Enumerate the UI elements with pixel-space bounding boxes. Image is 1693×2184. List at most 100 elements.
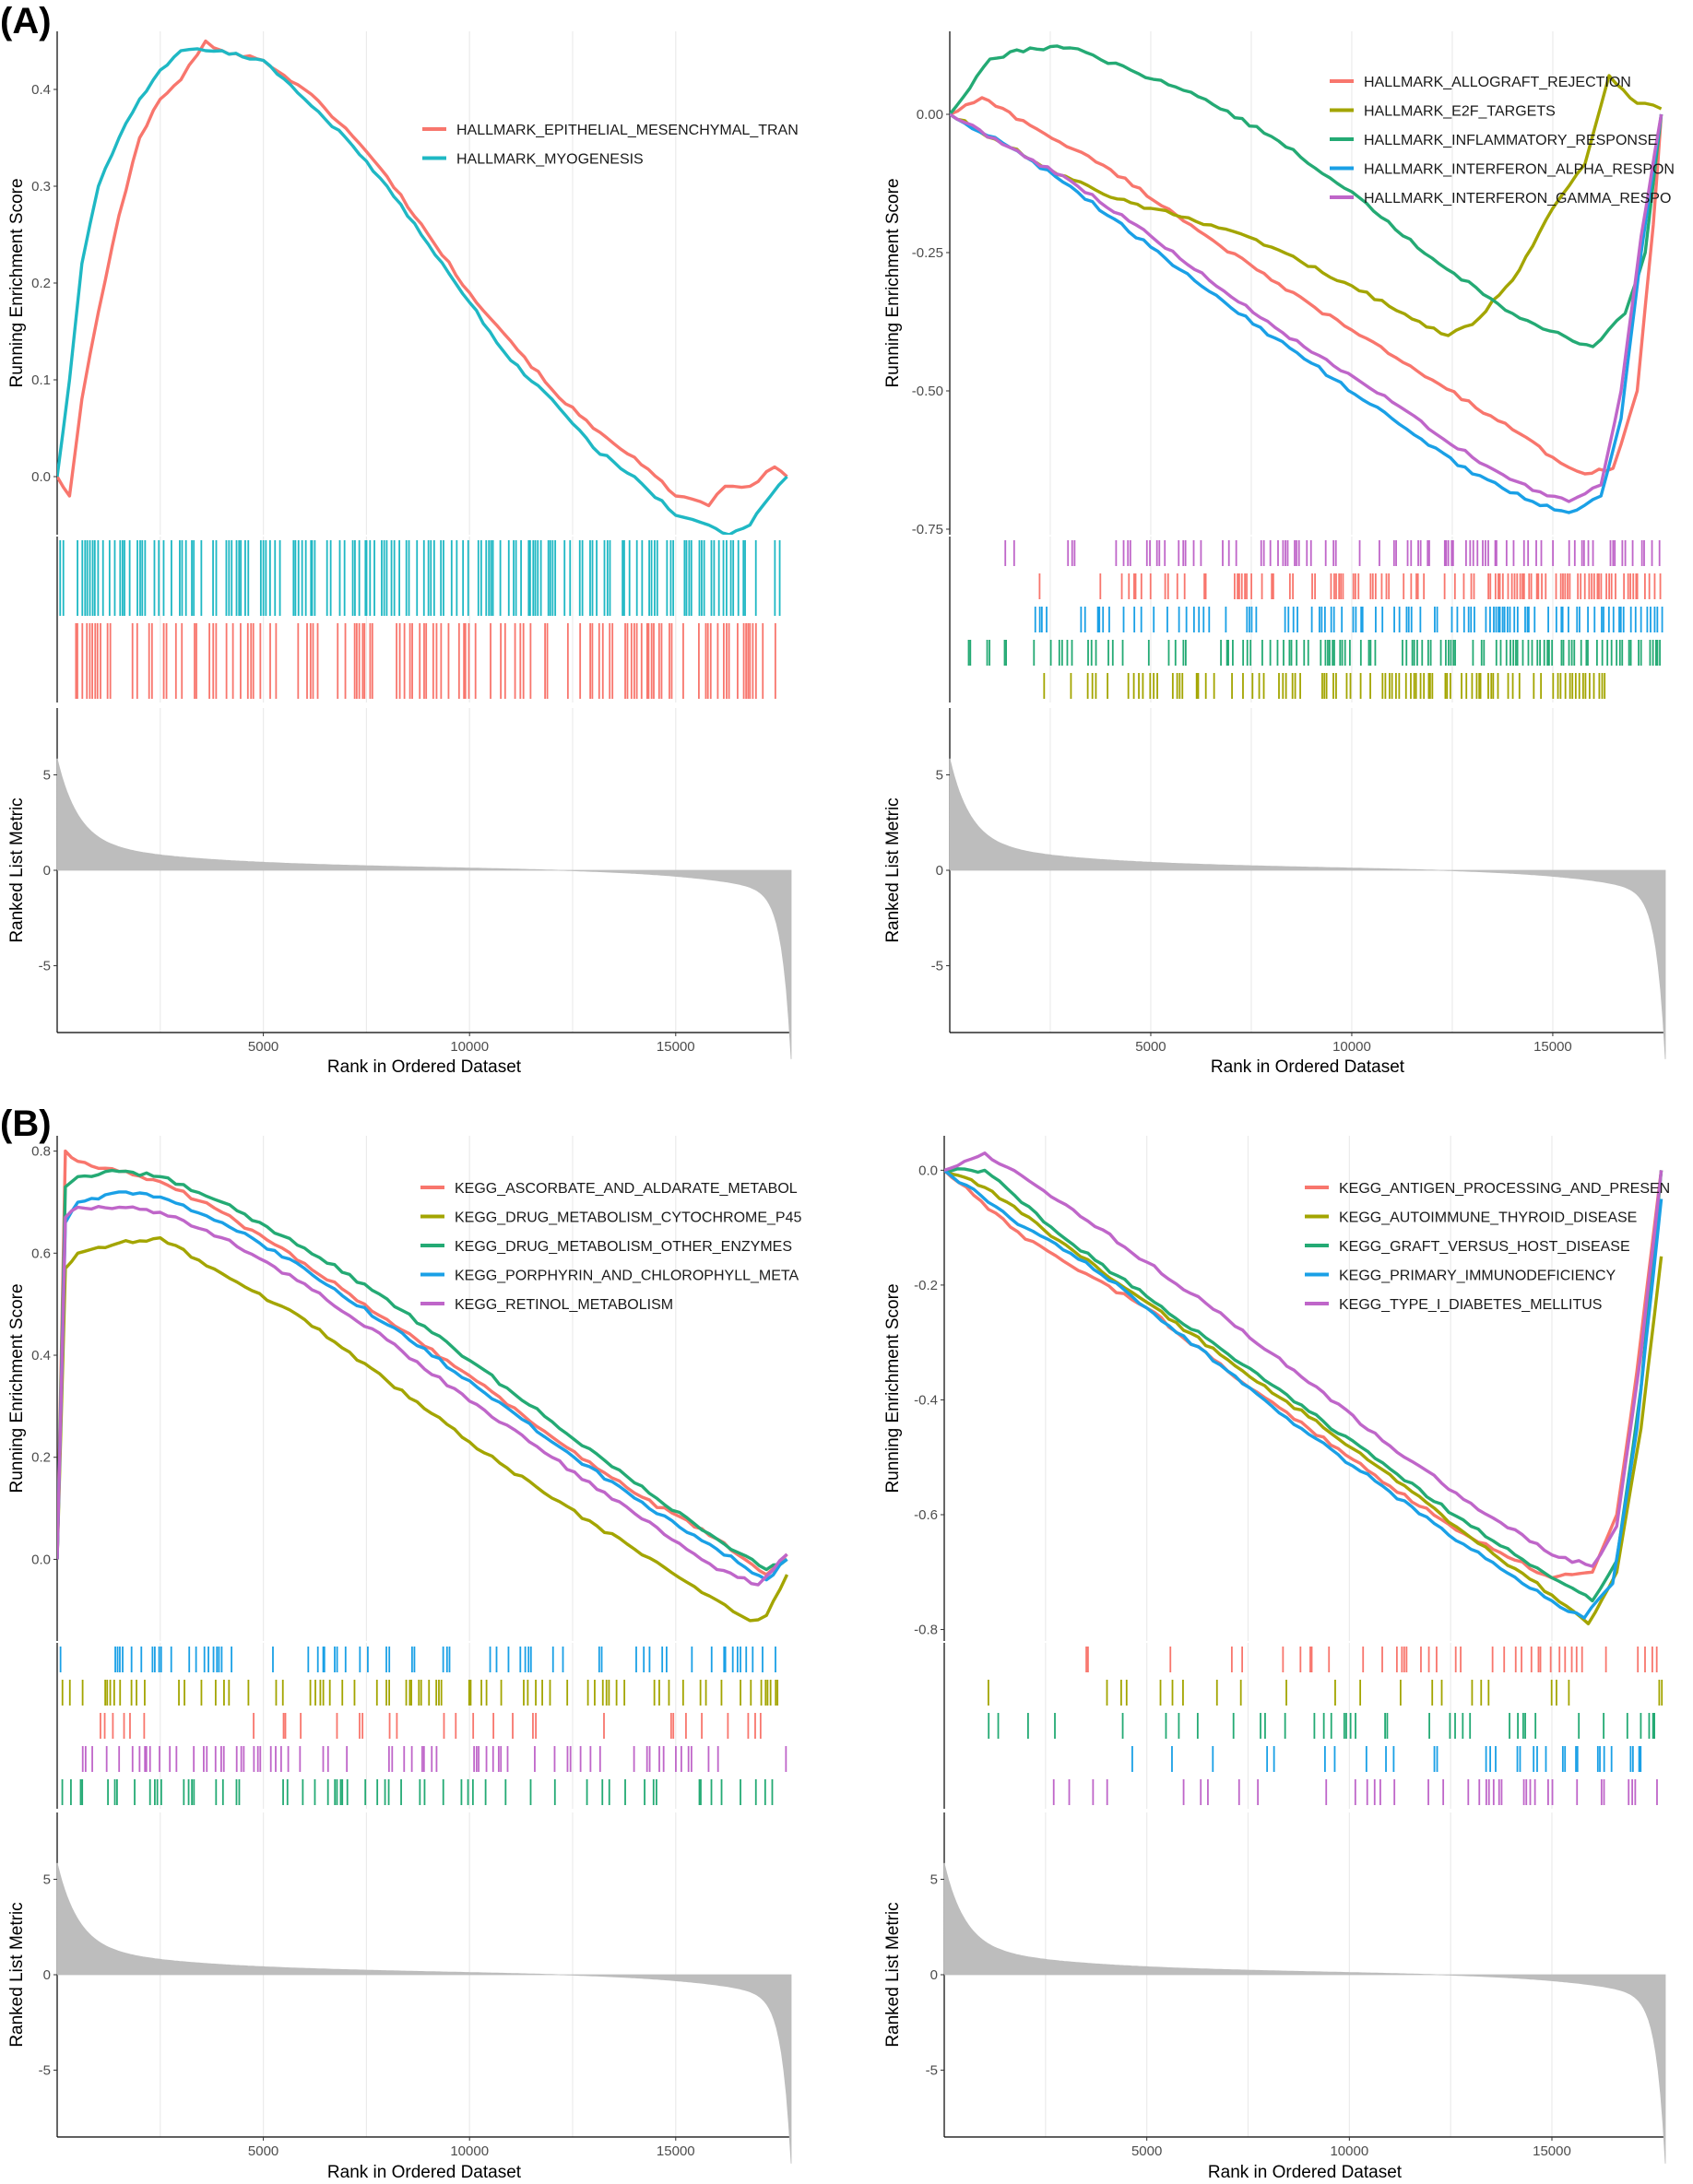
es-y-tick-label: 0.0 xyxy=(918,1163,938,1178)
legend-label: HALLMARK_INTERFERON_GAMMA_RESPO xyxy=(1364,191,1671,207)
es-lines xyxy=(944,1151,1663,1625)
legend-item: KEGG_AUTOIMMUNE_THYROID_DISEASE xyxy=(1305,1210,1637,1226)
hit-row xyxy=(75,623,776,699)
gsea-panel-bottom-right: 0.0 -0.2 -0.4 -0.6 -0.8 Running Enrichment Sc… xyxy=(883,1136,1670,2182)
es-y-tick-label: 0.1 xyxy=(31,372,51,388)
metric-y-tick-label: 5 xyxy=(43,1871,51,1887)
legend-item: HALLMARK_E2F_TARGETS xyxy=(1330,104,1556,120)
legend-label: HALLMARK_E2F_TARGETS xyxy=(1364,104,1556,120)
es-y-tick-label: -0.4 xyxy=(914,1392,938,1408)
gsea-panel-bottom-left: 0.0 0.2 0.4 0.6 0.8 Running Enrichment Score 5… xyxy=(7,1136,801,2182)
metric-y-tick-label: 5 xyxy=(43,767,51,783)
legend-label: HALLMARK_EPITHELIAL_MESENCHYMAL_TRAN xyxy=(456,123,799,138)
metric-y-tick-label: -5 xyxy=(39,2063,51,2079)
x-tick-label: 5000 xyxy=(248,1039,278,1055)
hit-row xyxy=(1034,607,1663,632)
es-y-axis-title: Running Enrichment Score xyxy=(7,178,27,387)
legend-label: KEGG_PRIMARY_IMMUNODEFICIENCY xyxy=(1339,1269,1616,1284)
es-y-tick-label: 0.2 xyxy=(31,1450,51,1466)
es-series-line xyxy=(944,1169,1663,1580)
legend-label: HALLMARK_MYOGENESIS xyxy=(456,152,644,168)
es-series-line xyxy=(57,47,788,535)
es-y-tick-label: -0.6 xyxy=(914,1507,938,1523)
legend-item: HALLMARK_EPITHELIAL_MESENCHYMAL_TRAN xyxy=(422,123,799,138)
x-tick-label: 10000 xyxy=(450,2143,489,2159)
legend-item: KEGG_DRUG_METABOLISM_OTHER_ENZYMES xyxy=(420,1239,792,1255)
hit-row xyxy=(1038,573,1662,599)
metric-y-axis-title: Ranked List Metric xyxy=(7,797,27,942)
legend-label: KEGG_AUTOIMMUNE_THYROID_DISEASE xyxy=(1339,1210,1637,1226)
metric-y-tick-label: 0 xyxy=(43,1967,51,1983)
x-tick-label: 5000 xyxy=(248,2143,278,2159)
legend-item: HALLMARK_INTERFERON_ALPHA_RESPON xyxy=(1330,162,1675,178)
es-y-tick-label: -0.8 xyxy=(914,1623,938,1638)
x-tick-label: 5000 xyxy=(1135,1039,1166,1055)
ranked-metric-area xyxy=(56,1862,792,2164)
es-y-tick-label: 0.0 xyxy=(31,469,51,485)
legend-item: HALLMARK_INTERFERON_GAMMA_RESPO xyxy=(1330,191,1671,207)
metric-y-axis-title: Ranked List Metric xyxy=(7,1902,27,2047)
ranked-metric-area xyxy=(943,1862,1666,2164)
panel-label-b: (B) xyxy=(0,1104,52,1144)
es-series-line xyxy=(57,1190,788,1582)
metric-y-tick-label: 5 xyxy=(936,767,943,783)
es-lines xyxy=(57,39,788,535)
hit-row xyxy=(967,640,1661,666)
metric-y-tick-label: -5 xyxy=(39,959,51,974)
es-series-line xyxy=(57,39,788,508)
gsea-panel-top-right: 0.00 -0.25 -0.50 -0.75 Running Enrichment Sc… xyxy=(883,31,1675,1077)
es-series-line xyxy=(950,44,1663,348)
es-series-line xyxy=(57,1236,789,1623)
es-y-tick-label: -0.25 xyxy=(912,245,943,261)
hit-row xyxy=(1004,540,1661,566)
es-y-tick-label: 0.4 xyxy=(31,82,51,98)
es-lines xyxy=(950,44,1663,514)
hit-row xyxy=(81,1746,787,1772)
legend-label: KEGG_ASCORBATE_AND_ALDARATE_METABOL xyxy=(455,1181,798,1197)
metric-y-tick-label: 5 xyxy=(930,1871,938,1887)
es-y-axis-title: Running Enrichment Score xyxy=(883,1283,903,1493)
es-y-tick-label: -0.2 xyxy=(914,1278,938,1293)
x-tick-label: 15000 xyxy=(1533,2143,1571,2159)
hit-row xyxy=(1085,1647,1658,1672)
es-series-line xyxy=(944,1169,1663,1620)
legend-label: HALLMARK_INTERFERON_ALPHA_RESPON xyxy=(1364,162,1675,178)
legend-label: HALLMARK_INFLAMMATORY_RESPONSE xyxy=(1364,133,1657,148)
es-series-line xyxy=(950,112,1663,503)
ranked-metric-area xyxy=(56,758,792,1059)
legend-item: KEGG_ANTIGEN_PROCESSING_AND_PRESEN xyxy=(1305,1181,1670,1197)
ranked-metric-area xyxy=(949,758,1666,1059)
es-y-tick-label: 0.4 xyxy=(31,1348,51,1364)
es-series-line xyxy=(57,1168,788,1572)
metric-y-axis-title: Ranked List Metric xyxy=(883,797,903,942)
es-y-axis-title: Running Enrichment Score xyxy=(883,178,903,387)
x-tick-label: 10000 xyxy=(450,1039,489,1055)
x-axis-title: Rank in Ordered Dataset xyxy=(1208,2163,1403,2182)
es-series-line xyxy=(950,96,1663,476)
metric-y-axis-title: Ranked List Metric xyxy=(883,1902,903,2047)
metric-y-tick-label: -5 xyxy=(931,959,943,974)
es-series-line xyxy=(57,1205,788,1587)
legend-item: KEGG_GRAFT_VERSUS_HOST_DISEASE xyxy=(1305,1239,1630,1255)
legend-item: HALLMARK_MYOGENESIS xyxy=(422,152,644,168)
legend-label: KEGG_PORPHYRIN_AND_CHLOROPHYLL_META xyxy=(455,1269,799,1284)
es-series-line xyxy=(944,1151,1663,1568)
metric-y-tick-label: 0 xyxy=(43,863,51,879)
legend-label: KEGG_GRAFT_VERSUS_HOST_DISEASE xyxy=(1339,1239,1630,1255)
x-tick-label: 15000 xyxy=(657,1039,695,1055)
hit-row xyxy=(1052,1779,1658,1805)
legend-label: KEGG_TYPE_I_DIABETES_MELLITUS xyxy=(1339,1297,1602,1313)
es-series-line xyxy=(57,1149,788,1576)
legend: HALLMARK_ALLOGRAFT_REJECTION HALLMARK_E2F… xyxy=(1330,75,1675,207)
legend-label: KEGG_DRUG_METABOLISM_CYTOCHROME_P45 xyxy=(455,1210,801,1226)
es-series-line xyxy=(950,112,1663,514)
x-axis-title: Rank in Ordered Dataset xyxy=(327,1057,522,1077)
legend-label: KEGG_RETINOL_METABOLISM xyxy=(455,1297,673,1313)
legend-item: KEGG_RETINOL_METABOLISM xyxy=(420,1297,673,1313)
metric-y-tick-label: 0 xyxy=(936,863,943,879)
x-tick-label: 10000 xyxy=(1332,1039,1371,1055)
metric-y-tick-label: -5 xyxy=(926,2063,938,2079)
es-y-tick-label: 0.8 xyxy=(31,1144,51,1160)
